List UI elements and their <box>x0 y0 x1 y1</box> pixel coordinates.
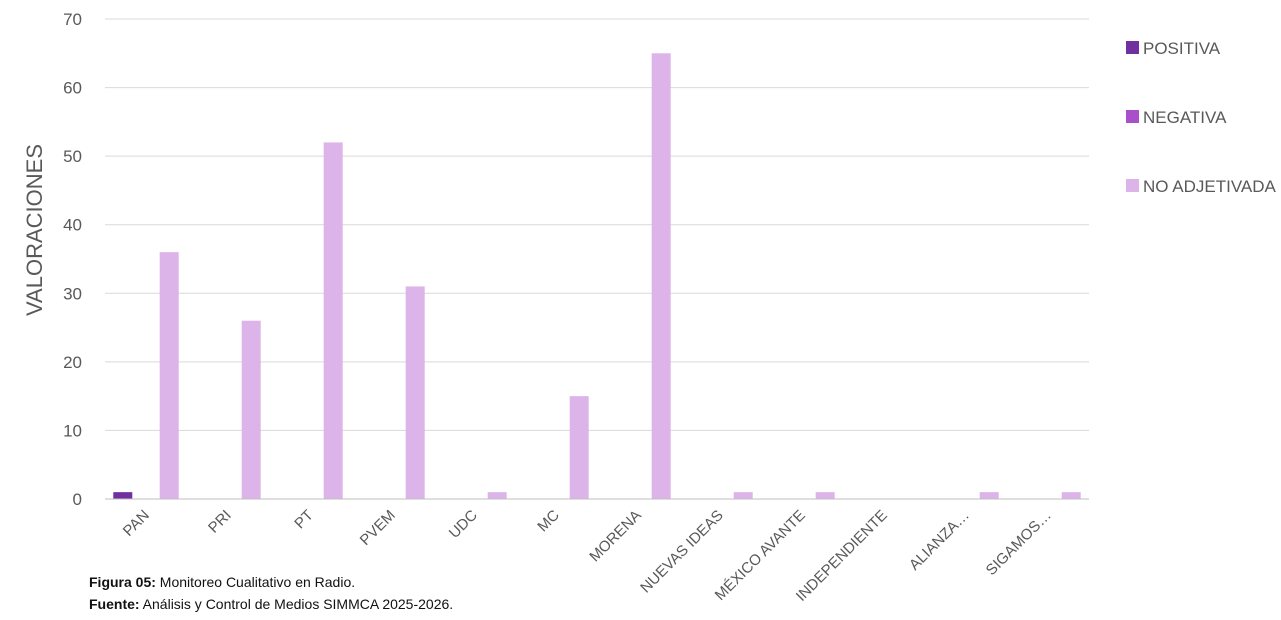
caption-source-label: Fuente: <box>89 596 140 612</box>
legend-swatch <box>1126 179 1139 192</box>
x-tick-label: ALIANZA… <box>906 507 973 574</box>
x-tick-label: NUEVAS IDEAS <box>637 507 727 597</box>
legend-swatch <box>1126 41 1139 54</box>
caption-figure-label: Figura 05: <box>89 574 156 590</box>
bar-no-adjetivada <box>569 396 589 499</box>
y-axis-label: VALORACIONES <box>22 144 47 316</box>
x-tick-label: MC <box>534 507 563 536</box>
bar-no-adjetivada <box>815 492 835 499</box>
bar-no-adjetivada <box>241 320 261 499</box>
y-tick-label: 0 <box>73 490 82 509</box>
x-tick-label: MÉXICO AVANTE <box>712 507 809 604</box>
legend-label: NO ADJETIVADA <box>1143 177 1277 196</box>
bars <box>113 53 1081 500</box>
bar-positiva <box>113 492 133 499</box>
x-tick-label: INDEPENDIENTE <box>793 507 891 605</box>
y-tick-label: 70 <box>63 10 82 29</box>
x-tick-label: PVEM <box>357 507 399 549</box>
y-axis-ticks: 0 10 20 30 40 50 60 70 <box>63 10 82 509</box>
y-tick-label: 60 <box>63 79 82 98</box>
legend: POSITIVA NEGATIVA NO ADJETIVADA <box>1126 39 1277 196</box>
y-tick-label: 50 <box>63 147 82 166</box>
x-tick-label: SIGAMOS… <box>983 507 1055 579</box>
y-tick-label: 10 <box>63 421 82 440</box>
source-caption: Fuente: Análisis y Control de Medios SIM… <box>89 596 453 612</box>
legend-swatch <box>1126 110 1139 123</box>
bar-no-adjetivada <box>651 53 671 500</box>
y-tick-label: 20 <box>63 353 82 372</box>
x-tick-label: PAN <box>120 507 153 540</box>
y-tick-label: 40 <box>63 216 82 235</box>
bar-no-adjetivada <box>487 492 507 499</box>
x-tick-label: PT <box>291 507 317 533</box>
bar-no-adjetivada <box>733 492 753 499</box>
x-tick-label: UDC <box>446 507 481 542</box>
legend-label: NEGATIVA <box>1143 108 1227 127</box>
caption-figure-text: Monitoreo Cualitativo en Radio. <box>155 574 356 590</box>
legend-label: POSITIVA <box>1143 39 1221 58</box>
bar-no-adjetivada <box>159 252 179 499</box>
gridlines <box>105 18 1089 431</box>
y-tick-label: 30 <box>63 284 82 303</box>
bar-no-adjetivada <box>323 142 343 499</box>
x-tick-label: PRI <box>205 507 235 537</box>
figure-caption: Figura 05: Monitoreo Cualitativo en Radi… <box>89 574 355 590</box>
bar-no-adjetivada <box>979 492 999 499</box>
x-tick-label: MORENA <box>586 507 645 566</box>
bar-no-adjetivada <box>1061 492 1081 499</box>
bar-no-adjetivada <box>405 286 425 499</box>
caption-source-text: Análisis y Control de Medios SIMMCA 2025… <box>139 596 454 612</box>
